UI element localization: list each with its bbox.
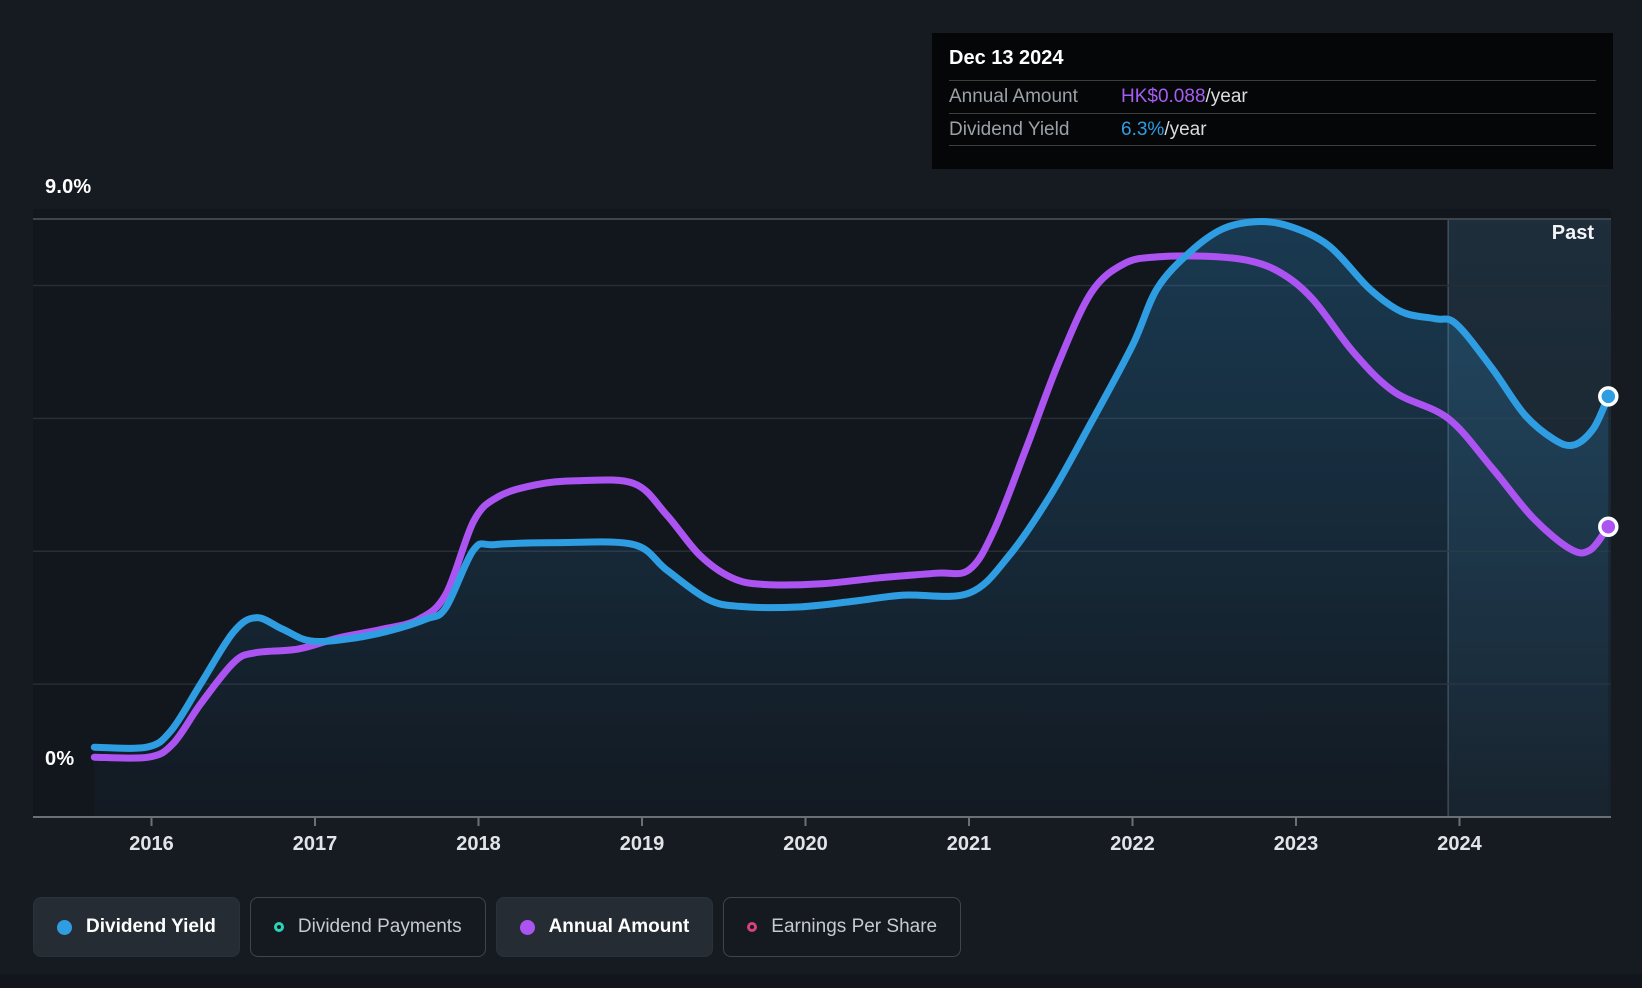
x-axis-label-2019: 2019 bbox=[619, 833, 665, 855]
tooltip-row: Annual Amount HK$0.088/year bbox=[949, 80, 1596, 113]
tooltip-row-suffix: /year bbox=[1164, 118, 1207, 140]
x-axis-label-2018: 2018 bbox=[456, 833, 501, 855]
tooltip-row-suffix: /year bbox=[1205, 86, 1248, 107]
tooltip-row-label: Annual Amount bbox=[949, 86, 1078, 107]
bottom-strip bbox=[0, 974, 1642, 988]
tooltip-date: Dec 13 2024 bbox=[949, 47, 1064, 69]
legend-item-label: Earnings Per Share bbox=[771, 916, 938, 937]
y-axis-top-label: 9.0% bbox=[45, 176, 92, 198]
tooltip-row-value: HK$0.088 bbox=[1121, 86, 1206, 107]
legend-item-annual-amount[interactable]: Annual Amount bbox=[495, 897, 714, 957]
dividend-payments-marker-icon bbox=[273, 922, 284, 932]
earnings-per-share-marker-icon bbox=[747, 922, 758, 932]
legend-item-dividend-payments[interactable]: Dividend Payments bbox=[249, 897, 486, 957]
x-axis-label-2023: 2023 bbox=[1273, 833, 1319, 855]
tooltip-row: Dividend Yield 6.3%/year bbox=[949, 113, 1596, 146]
chart-legend: Dividend Yield Dividend Payments Annual Am… bbox=[33, 897, 962, 957]
legend-item-label: Dividend Yield bbox=[86, 916, 216, 937]
x-axis-label-2024: 2024 bbox=[1437, 833, 1482, 855]
chart-tooltip: Dec 13 2024 Annual Amount HK$0.088/year Di… bbox=[932, 33, 1613, 169]
tooltip-rows: Annual Amount HK$0.088/year Dividend Yield… bbox=[949, 80, 1596, 146]
x-axis-label-2016: 2016 bbox=[129, 833, 174, 855]
legend-item-label: Annual Amount bbox=[548, 916, 690, 937]
past-region-label: Past bbox=[1551, 222, 1594, 244]
x-axis-label-2020: 2020 bbox=[783, 833, 828, 855]
x-axis-label-2021: 2021 bbox=[946, 833, 992, 855]
tooltip-row-value: 6.3% bbox=[1121, 118, 1165, 140]
legend-item-earnings-per-share[interactable]: Earnings Per Share bbox=[723, 897, 962, 957]
x-axis-label-2022: 2022 bbox=[1110, 833, 1155, 855]
dividend-yield-marker-icon bbox=[57, 919, 72, 935]
annual-amount-marker-icon bbox=[519, 919, 535, 935]
y-axis-bottom-label: 0% bbox=[45, 748, 75, 770]
x-axis-label-2017: 2017 bbox=[292, 833, 338, 855]
legend-item-dividend-yield[interactable]: Dividend Yield bbox=[33, 897, 240, 957]
legend-item-label: Dividend Payments bbox=[297, 916, 462, 937]
tooltip-row-label: Dividend Yield bbox=[949, 118, 1070, 140]
